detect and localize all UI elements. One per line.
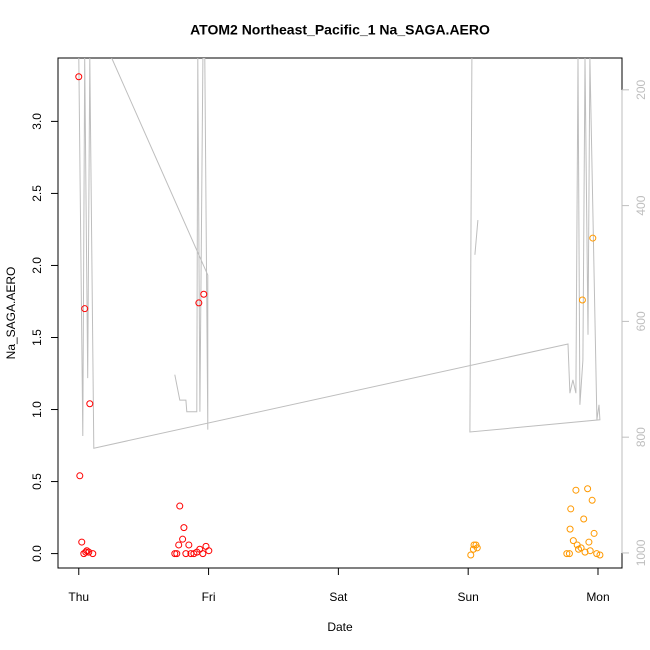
data-point	[593, 550, 601, 558]
y2-tick-label: 200	[634, 80, 648, 100]
data-point	[567, 505, 575, 513]
data-point	[563, 550, 571, 558]
data-point	[81, 305, 89, 313]
data-point	[83, 547, 91, 555]
data-point	[171, 550, 179, 558]
y-tick-label: 1.0	[30, 401, 44, 418]
data-point	[185, 541, 193, 549]
data-point	[85, 548, 93, 556]
data-point	[173, 550, 181, 558]
data-point	[473, 544, 481, 552]
data-point	[176, 502, 184, 510]
data-point	[588, 496, 596, 504]
y2-tick-label: 800	[634, 427, 648, 447]
data-point	[180, 524, 188, 532]
data-point	[580, 515, 588, 523]
data-point	[205, 547, 213, 555]
data-point	[89, 550, 97, 558]
data-point	[566, 525, 574, 533]
data-point	[569, 537, 577, 545]
data-point	[581, 548, 589, 556]
y2-tick-label: 1000	[634, 539, 648, 566]
data-point	[596, 551, 604, 559]
y-tick-label: 2.5	[30, 185, 44, 202]
data-point	[82, 548, 90, 556]
y-tick-label: 0.0	[30, 545, 44, 562]
x-tick-label: Thu	[68, 590, 89, 604]
y-tick-label: 2.0	[30, 257, 44, 274]
data-point	[75, 73, 83, 81]
data-point	[76, 472, 84, 480]
data-point	[175, 541, 183, 549]
y2-tick-label: 400	[634, 195, 648, 215]
data-point	[200, 290, 208, 298]
data-point	[467, 551, 475, 559]
data-point	[584, 485, 592, 493]
x-axis-label: Date	[327, 620, 353, 634]
y2-tick-label: 600	[634, 311, 648, 331]
data-point	[577, 544, 585, 552]
altitude-line	[78, 58, 601, 449]
data-point	[78, 538, 86, 546]
x-tick-label: Fri	[202, 590, 216, 604]
data-point	[572, 486, 580, 494]
data-point	[578, 296, 586, 304]
data-point	[590, 529, 598, 537]
data-point	[565, 550, 573, 558]
x-tick-label: Mon	[586, 590, 609, 604]
x-tick-label: Sun	[458, 590, 479, 604]
y-axis-label: Na_SAGA.AERO	[4, 267, 18, 360]
data-point	[182, 550, 190, 558]
plot-area	[75, 58, 604, 559]
x-tick-label: Sat	[329, 590, 348, 604]
y-tick-label: 1.5	[30, 329, 44, 346]
data-point	[199, 550, 207, 558]
chart-title: ATOM2 Northeast_Pacific_1 Na_SAGA.AERO	[190, 22, 490, 38]
data-point	[86, 400, 94, 408]
data-point	[589, 234, 597, 242]
data-point	[586, 547, 594, 555]
data-point	[195, 299, 203, 307]
y-tick-label: 0.5	[30, 473, 44, 490]
data-point	[585, 538, 593, 546]
data-point	[179, 535, 187, 543]
y-tick-label: 3.0	[30, 113, 44, 130]
